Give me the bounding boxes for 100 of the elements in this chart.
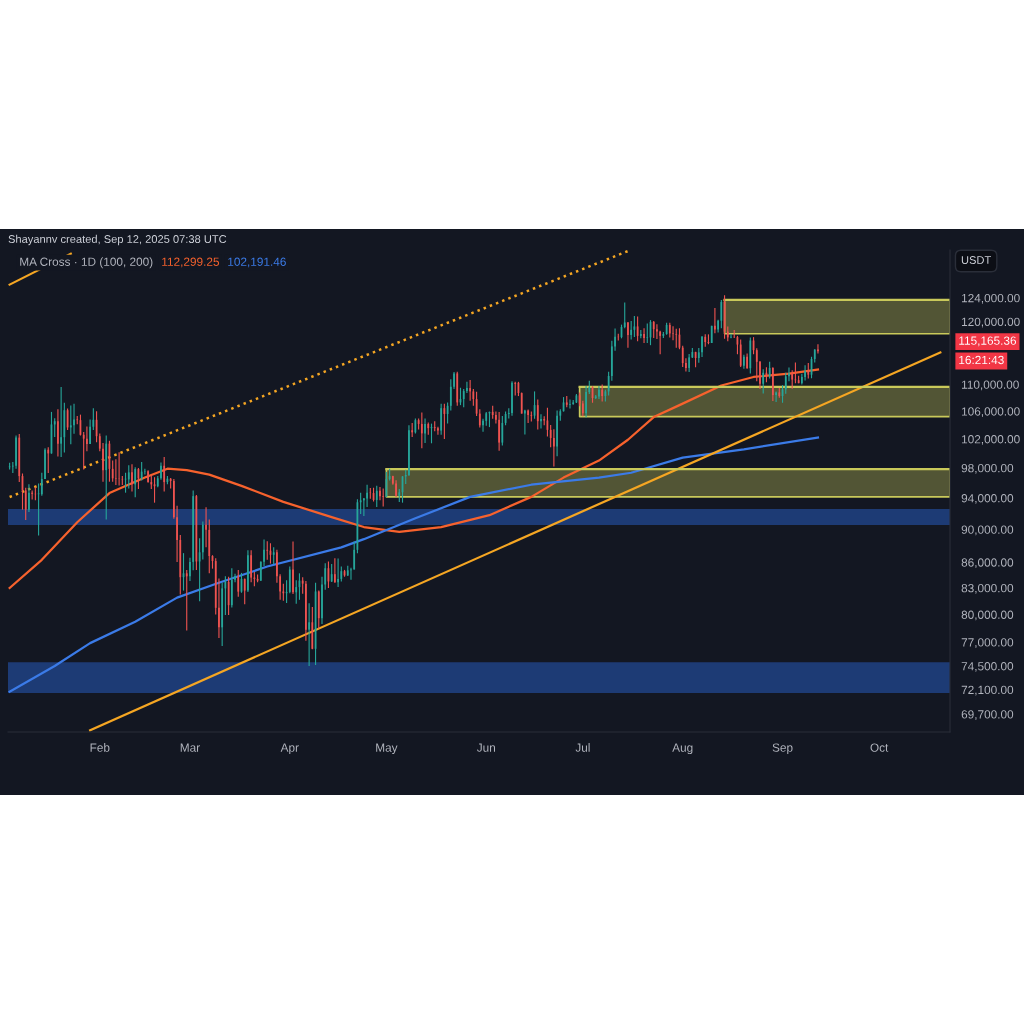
x-tick-label: Aug — [672, 743, 693, 755]
candlestick — [92, 407, 95, 431]
x-tick-label: May — [376, 743, 398, 755]
candlestick — [771, 366, 774, 402]
candlestick — [143, 468, 146, 476]
candlestick — [743, 354, 745, 370]
candlestick — [746, 353, 748, 370]
candlestick — [720, 299, 723, 329]
candlestick — [379, 486, 381, 501]
x-tick-label: Oct — [870, 743, 889, 752]
text: 115,165.36 — [959, 336, 1017, 347]
candlestick — [791, 369, 794, 390]
y-tick-label: 110,000.00 — [962, 380, 1019, 391]
candlestick — [382, 487, 385, 508]
candlestick — [598, 385, 600, 400]
candlestick — [266, 540, 269, 561]
candlestick — [675, 328, 678, 349]
candlestick — [15, 434, 17, 470]
y-tick-label: 98,000.00 — [961, 463, 1014, 474]
text: Shayannv created, Sep 12, 2025 07:38 UTC — [8, 234, 227, 246]
candlestick — [40, 472, 43, 497]
x-tick-label: Sep — [772, 743, 793, 755]
y-tick-label: 77,000.00 — [961, 638, 1014, 648]
candlestick — [53, 417, 56, 438]
candlestick — [478, 408, 481, 428]
candlestick — [24, 487, 27, 521]
candlestick — [73, 403, 75, 435]
candlestick — [375, 485, 378, 508]
candlestick — [552, 428, 555, 468]
candlestick — [501, 415, 504, 446]
candlestick — [308, 602, 310, 667]
candlestick — [714, 307, 716, 334]
candlestick — [437, 426, 439, 436]
candlestick — [623, 302, 626, 329]
candlestick — [250, 549, 253, 583]
candlestick — [334, 557, 336, 584]
candlestick — [31, 489, 34, 501]
x-tick-label: Jun — [476, 743, 495, 752]
x-tick-label: Feb — [90, 743, 110, 752]
candlestick — [511, 380, 513, 417]
candlestick — [627, 321, 629, 349]
candlestick — [44, 447, 46, 480]
candlestick — [656, 323, 658, 340]
candlestick — [784, 372, 787, 395]
y-tick-label: 80,000.00 — [961, 610, 1014, 621]
candlestick — [37, 483, 40, 537]
y-tick-label: 94,000.00 — [961, 494, 1014, 504]
candlestick — [305, 580, 307, 642]
candlestick — [28, 483, 30, 513]
candlestick — [556, 409, 558, 457]
text: 16:21:43 — [959, 355, 1004, 365]
x-tick-label: Apr — [280, 743, 299, 755]
candlestick — [243, 577, 246, 605]
y-tick-label: 72,100.00 — [961, 685, 1014, 696]
candlestick — [440, 403, 443, 436]
candlestick — [424, 417, 426, 444]
candlestick — [524, 409, 526, 435]
candlestick — [237, 569, 240, 598]
candlestick — [585, 385, 587, 418]
text: 112,299.25 — [162, 257, 220, 268]
candlestick — [140, 461, 143, 482]
y-tick-label: 74,500.00 — [961, 662, 1014, 672]
candlestick — [359, 492, 362, 515]
candlestick — [247, 549, 249, 593]
line-series — [8, 436, 820, 693]
candlestick — [288, 565, 291, 594]
x-tick-label: Mar — [180, 743, 200, 752]
candlestick — [292, 541, 294, 595]
candlestick — [630, 320, 633, 341]
candlestick — [739, 339, 742, 368]
candlestick — [701, 335, 703, 358]
y-tick-label: 69,700.00 — [961, 710, 1014, 720]
legend-title: MA Cross · 1D (100, 200) — [20, 257, 153, 269]
candlestick — [337, 557, 339, 588]
y-tick-label: 102,000.00 — [962, 435, 1020, 445]
y-tick-label: 124,000.00 — [962, 293, 1020, 304]
candlestick — [147, 469, 149, 484]
y-tick-label: 83,000.00 — [961, 584, 1014, 594]
candlestick — [520, 391, 523, 415]
y-tick-label: 90,000.00 — [961, 525, 1014, 536]
candlestick — [86, 425, 88, 452]
text: USDT — [961, 256, 991, 264]
candlestick — [688, 353, 691, 373]
candlestick — [69, 404, 72, 445]
candlestick — [672, 325, 674, 341]
candlestick — [408, 424, 410, 477]
x-tick-label: Jul — [575, 743, 590, 752]
candlestick — [646, 322, 649, 344]
candlestick — [295, 579, 298, 605]
candlestick — [775, 390, 777, 403]
candlestick — [569, 398, 571, 410]
candlestick — [498, 411, 501, 452]
candlestick — [111, 460, 114, 483]
candlestick — [469, 379, 472, 402]
candlestick — [131, 463, 133, 493]
y-tick-label: 106,000.00 — [962, 407, 1020, 418]
candlestick — [443, 403, 446, 440]
candlestick — [527, 408, 529, 424]
candlestick — [681, 345, 684, 368]
y-tick-label: 86,000.00 — [961, 558, 1014, 569]
